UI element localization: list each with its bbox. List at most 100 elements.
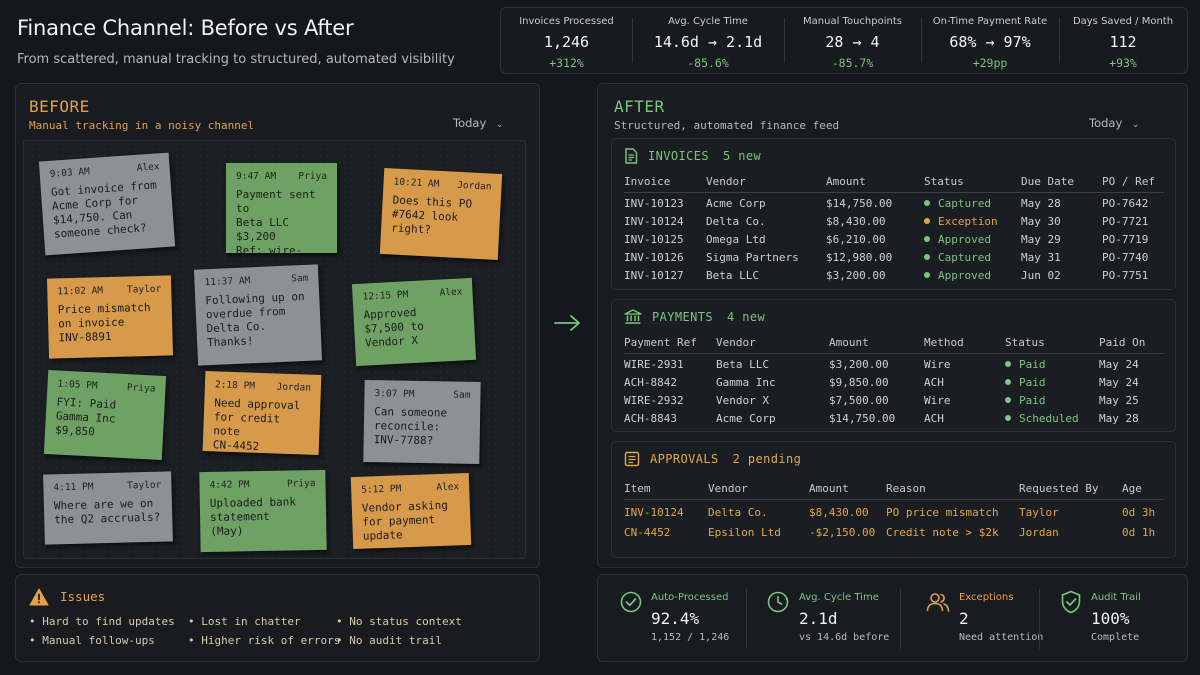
table-row[interactable]: ACH-8843 Acme Corp $14,750.00 ACH Schedu… [624,408,1164,426]
sticky-note: 5:12 PM Alex Vendor asking for payment up… [350,472,472,550]
note-user: Alex [439,286,463,299]
table-row[interactable]: WIRE-2931 Beta LLC $3,200.00 Wire Paid M… [624,354,1164,373]
vendor: Beta LLC [716,358,769,371]
status-dot-icon [924,200,930,206]
after-date-dropdown[interactable]: Today ⌄ [1089,116,1139,130]
table-row[interactable]: INV-10125 Omega Ltd $6,210.00 Approved M… [624,229,1164,247]
note-time: 9:03 AM [49,166,91,180]
paid-on: May 28 [1099,412,1139,425]
invoices-title: INVOICES [648,149,709,163]
sticky-note: 2:18 PM Jordan Need approval for credit n… [202,371,322,455]
shield-check-icon [1061,590,1081,614]
note-time: 11:02 AM [57,285,104,298]
amount: $14,750.00 [826,197,893,210]
payment-ref: WIRE-2932 [624,394,684,407]
before-date-dropdown[interactable]: Today ⌄ [453,116,503,130]
invoices-header: INVOICES 5 new [624,148,761,164]
column-header: Status [924,175,1021,193]
payments-table: Payment Ref Vendor Amount Method Status … [624,336,1164,426]
kpi-delta: -85.7% [831,56,874,70]
note-text: Does this PO #7642 look right? [390,193,473,237]
status-cell: Captured [924,193,1021,212]
status-dot-icon [1005,397,1011,403]
vendor: Sigma Partners [706,251,799,264]
method: Wire [924,358,951,371]
item: INV-10124 [624,506,684,519]
vendor: Acme Corp [706,197,766,210]
column-header: PO / Ref [1102,175,1164,193]
check-circle-icon [620,591,642,613]
divider [1039,589,1040,649]
kpi-value: 28 → 4 [825,33,880,51]
clipboard-list-icon [624,451,640,467]
before-subheading: Manual tracking in a noisy channel [29,119,255,132]
table-row[interactable]: INV-10124 Delta Co. $8,430.00 PO price m… [624,500,1164,521]
stat-value: 2.1d [799,609,838,628]
before-panel: BEFORE Manual tracking in a noisy channe… [15,83,540,568]
kpi-label: Invoices Processed [519,16,614,27]
payment-ref: WIRE-2931 [624,358,684,371]
issue-item: • Hard to find updates [29,615,175,628]
table-row[interactable]: ACH-8842 Gamma Inc $9,850.00 ACH Paid Ma… [624,372,1164,390]
table-row[interactable]: WIRE-2932 Vendor X $7,500.00 Wire Paid M… [624,390,1164,408]
payment-ref: ACH-8842 [624,376,677,389]
stat-note: Need attention [959,632,1044,643]
column-header: Paid On [1099,336,1164,354]
status: Exception [938,215,998,228]
column-header: Amount [826,175,924,193]
column-header: Amount [809,482,886,500]
date-filter-label: Today [453,116,487,130]
note-user: Jordan [276,381,312,394]
status-cell: Paid [1005,372,1099,390]
stat-note: 1,152 / 1,246 [651,632,730,643]
column-header: Reason [886,482,1019,500]
approvals-title: APPROVALS [650,452,719,466]
table-row[interactable]: INV-10123 Acme Corp $14,750.00 Captured … [624,193,1164,212]
stats-panel: Auto-Processed 92.4% 1,152 / 1,246 Avg. … [597,574,1188,662]
sticky-note: 11:37 AM Sam Following up on overdue from… [193,264,323,366]
note-user: Alex [136,161,160,174]
table-row[interactable]: INV-10127 Beta LLC $3,200.00 Approved Ju… [624,265,1164,283]
table-row[interactable]: INV-10126 Sigma Partners $12,980.00 Capt… [624,247,1164,265]
date-filter-label: Today [1089,116,1123,130]
table-row[interactable]: CN-4452 Epsilon Ltd -$2,150.00 Credit no… [624,520,1164,540]
column-header: Payment Ref [624,336,716,354]
sticky-note: 3:07 PM Sam Can someone reconcile: INV-77… [363,379,481,465]
stat-label: Avg. Cycle Time [799,592,879,603]
column-header: Vendor [716,336,829,354]
table-row[interactable]: INV-10124 Delta Co. $8,430.00 Exception … [624,211,1164,229]
item: CN-4452 [624,526,671,539]
note-user: Taylor [126,283,162,296]
reason: PO price mismatch [886,506,999,519]
status-cell: Exception [924,211,1021,229]
kpi-manual-touchpoints: Manual Touchpoints 28 → 4 -85.7% [784,8,921,73]
age: 0d 3h [1122,506,1156,519]
payments-header: PAYMENTS 4 new [624,309,765,325]
status: Paid [1019,376,1046,389]
invoice-id: INV-10126 [624,251,684,264]
after-heading: AFTER [614,97,665,116]
note-time: 10:21 AM [393,176,440,190]
po-ref: PO-7751 [1102,269,1149,282]
requested-by: Jordan [1019,526,1059,539]
table-header-row: Invoice Vendor Amount Status Due Date PO… [624,175,1164,193]
po-ref: PO-7740 [1102,251,1149,264]
method: ACH [924,412,944,425]
status-cell: Approved [924,265,1021,283]
column-header: Amount [829,336,924,354]
stat-label: Audit Trail [1091,592,1141,603]
status-cell: Captured [924,247,1021,265]
invoice-id: INV-10123 [624,197,684,210]
due-date: May 29 [1021,233,1061,246]
kpi-value: 1,246 [543,33,590,51]
note-time: 3:07 PM [374,388,415,400]
sticky-note: 11:02 AM Taylor Price mismatch on invoice… [46,275,174,359]
status: Approved [938,269,991,282]
status: Approved [938,233,991,246]
stat-note: Complete [1091,632,1140,643]
issues-panel: Issues • Hard to find updates • Lost in … [15,574,540,662]
status-dot-icon [924,218,930,224]
payments-count: 4 new [727,310,766,324]
kpi-label: On-Time Payment Rate [932,16,1048,27]
after-panel: AFTER Structured, automated finance feed… [597,83,1188,568]
